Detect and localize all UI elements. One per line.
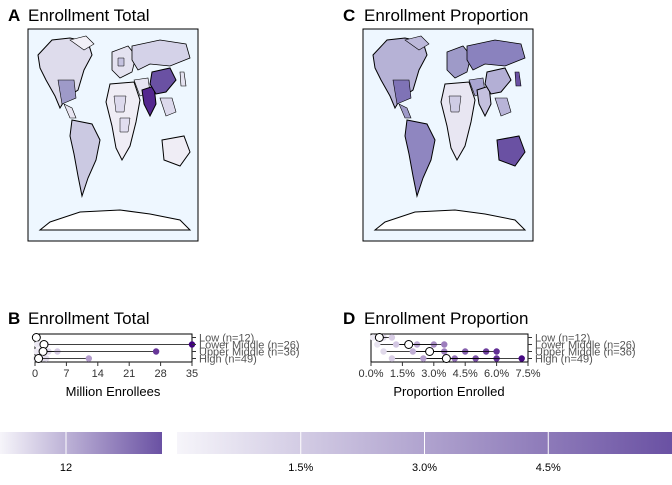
plot-d-xtick-label: 7.5% [515,368,540,380]
plot-b-point [152,348,160,355]
panel-d-letter: D [343,309,355,328]
plot-b: Low (n=12)Lower Middle (n=26)Upper Middl… [31,333,300,380]
colorbar-total: 12 [0,432,162,474]
plot-d-point [392,341,400,348]
plot-b-mean-point [31,333,41,342]
plot-d-mean-point [374,333,384,342]
panel-a-letter: A [8,6,20,25]
panel-c-title: Enrollment Proportion [364,6,528,25]
plot-b-category-label: Low (n=12) [199,333,254,345]
plot-b-xtick-label: 35 [186,368,198,380]
plot-d-point [518,355,525,362]
plot-b-category-label: Upper Middle (n=36) [199,347,300,359]
plot-b-xtick-label: 28 [154,368,166,380]
colorbar-proportion-tick: 3.0% [412,462,437,474]
plot-b-point [85,355,93,362]
plot-d-mean-point [425,347,435,356]
panel-a-title: Enrollment Total [28,6,150,25]
plot-d-point [388,355,396,362]
panel-b-title: Enrollment Total [28,309,150,328]
panel-d-title: Enrollment Proportion [364,309,528,328]
plot-d-point [380,348,387,355]
colorbar-total-tick: 12 [60,462,72,474]
panel-b-letter: B [8,309,20,328]
plot-d-category-label: Upper Middle (n=36) [535,347,636,359]
plot-d-frame [370,333,529,363]
plot-b-category-label: High (n=49) [199,354,257,366]
plot-d-mean-point [441,354,451,363]
plot-d: Low (n=12)Lower Middle (n=26)Upper Middl… [358,333,635,381]
plot-b-category-label: Lower Middle (n=26) [199,340,300,352]
plot-d-point [493,348,500,355]
plot-b-mean-point [38,347,48,356]
plot-b-xtick-label: 7 [63,368,69,380]
plot-d-xtick-label: 1.5% [390,368,415,380]
plot-d-xlabel: Proportion Enrolled [393,384,504,399]
world-map-proportion [362,28,534,242]
plot-d-point [374,341,381,348]
plot-d-mean-point [404,340,414,349]
colorbar-proportion-tick: 4.5% [536,462,561,474]
world-map-total [27,28,199,242]
plot-b-xtick-label: 14 [92,368,104,380]
plot-d-category-label: High (n=49) [535,354,593,366]
panel-c-letter: C [343,6,355,25]
plot-d-point [420,355,427,362]
plot-b-xtick-label: 0 [32,368,38,380]
colorbar-proportion-tick: 1.5% [288,462,313,474]
plot-d-category-label: Lower Middle (n=26) [535,340,636,352]
plot-b-frame [34,333,193,363]
plot-d-xtick-label: 4.5% [453,368,478,380]
plot-d-point [441,341,448,348]
plot-d-xtick-label: 0.0% [358,368,383,380]
plot-d-xtick-label: 6.0% [484,368,509,380]
plot-d-point [409,348,417,355]
plot-b-mean-point [34,354,44,363]
colorbar-proportion: 1.5% 3.0% 4.5% [177,432,672,474]
plot-b-xlabel: Million Enrollees [66,384,161,399]
plot-d-xtick-label: 3.0% [421,368,446,380]
plot-d-category-label: Low (n=12) [535,333,590,345]
plot-d-point [388,334,396,341]
plot-b-xtick-label: 21 [123,368,135,380]
